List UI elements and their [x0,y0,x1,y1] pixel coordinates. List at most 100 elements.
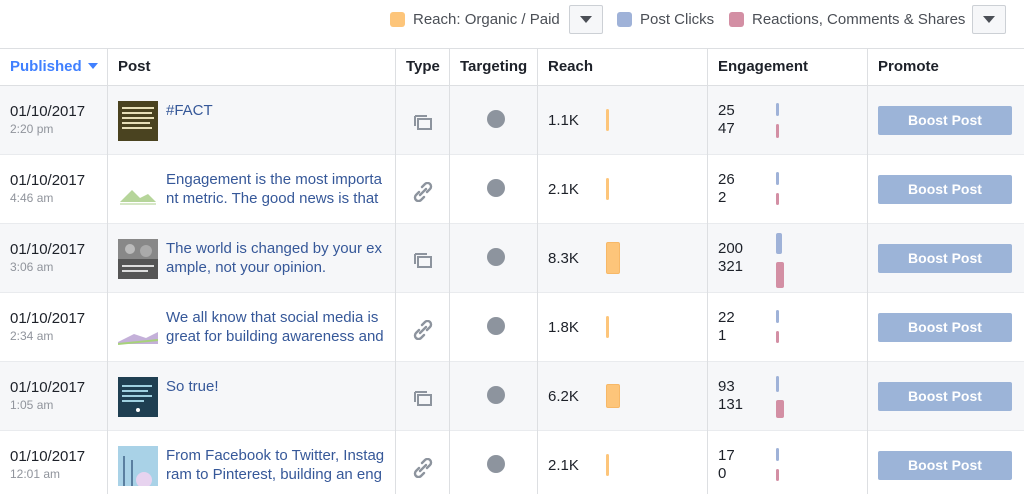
header-promote: Promote [868,49,1024,86]
post-thumbnail[interactable] [118,101,158,141]
post-text-link[interactable]: We all know that social media is great f… [166,309,384,345]
post-clicks-bar [776,103,779,116]
published-cell: 01/10/2017 2:20 pm [0,86,108,155]
reach-bar [606,178,609,200]
reach-bar [606,316,609,338]
legend-reach: Reach: Organic / Paid [390,10,560,28]
post-cell[interactable]: We all know that social media is great f… [108,293,396,362]
boost-post-button[interactable]: Boost Post [878,106,1012,135]
header-reach-label: Reach [548,58,594,75]
header-promote-label: Promote [878,58,939,75]
post-clicks-bar [776,233,782,254]
header-post[interactable]: Post [108,49,396,86]
reactions-bar [776,124,779,138]
promote-cell: Boost Post [868,224,1024,293]
boost-post-button[interactable]: Boost Post [878,451,1012,480]
header-reach[interactable]: Reach [538,49,708,86]
table-row: 01/10/2017 3:06 am The world is changed … [0,224,1024,293]
reach-value: 2.1K [548,181,579,198]
published-cell: 01/10/2017 12:01 am [0,431,108,494]
post-time: 12:01 am [10,467,61,481]
post-thumbnail[interactable] [118,446,158,488]
legend-reach-label: Reach: Organic / Paid [413,10,560,28]
reach-cell: 6.2K [538,362,708,431]
reach-cell: 1.8K [538,293,708,362]
published-cell: 01/10/2017 2:34 am [0,293,108,362]
reach-cell: 1.1K [538,86,708,155]
header-type-label: Type [406,58,440,75]
reach-metric-dropdown[interactable] [569,5,603,34]
legend-reactions: Reactions, Comments & Shares [729,10,965,28]
header-engagement-label: Engagement [718,58,809,75]
post-cell[interactable]: Engagement is the most important metric.… [108,155,396,224]
header-targeting-label: Targeting [460,58,528,75]
targeting-cell [450,155,538,224]
type-cell [396,224,450,293]
post-text-link[interactable]: The world is changed by your example, no… [166,240,382,276]
post-text-link[interactable]: #FACT [166,102,213,119]
globe-icon [487,179,505,197]
globe-icon [487,248,505,266]
table-row: 01/10/2017 12:01 am From Facebook to Twi… [0,431,1024,494]
chevron-down-icon [983,16,995,23]
link-icon [413,181,433,203]
reach-cell: 2.1K [538,431,708,494]
reach-bar [606,242,620,274]
post-cell[interactable]: From Facebook to Twitter, Instagram to P… [108,431,396,494]
promote-cell: Boost Post [868,293,1024,362]
reach-value: 6.2K [548,388,579,405]
type-cell [396,155,450,224]
engagement-metric-dropdown[interactable] [972,5,1006,34]
engagement-cell: 200 321 [708,224,868,293]
post-date: 01/10/2017 [10,103,86,120]
reactions-bar [776,400,784,418]
boost-post-button[interactable]: Boost Post [878,175,1012,204]
boost-post-button[interactable]: Boost Post [878,313,1012,342]
post-thumbnail[interactable] [118,377,158,417]
post-thumbnail[interactable] [117,308,159,348]
post-cell[interactable]: #FACT [108,86,396,155]
boost-post-button[interactable]: Boost Post [878,382,1012,411]
post-text-link[interactable]: From Facebook to Twitter, Instagram to P… [166,447,385,483]
header-targeting[interactable]: Targeting [450,49,538,86]
post-thumbnail[interactable] [118,170,158,210]
post-text-link[interactable]: So true! [166,378,219,395]
post-text-link[interactable]: Engagement is the most important metric.… [166,171,382,207]
header-engagement[interactable]: Engagement [708,49,868,86]
post-clicks-bar [776,172,779,185]
post-clicks-value: 26 [718,171,735,188]
reactions-value: 321 [718,258,744,275]
link-icon [413,457,433,479]
published-cell: 01/10/2017 1:05 am [0,362,108,431]
header-published[interactable]: Published [0,49,108,86]
status-icon [413,251,433,271]
engagement-cell: 22 1 [708,293,868,362]
post-thumbnail[interactable] [118,239,158,279]
post-time: 2:20 pm [10,122,54,136]
chevron-down-icon [580,16,592,23]
post-clicks-value: 200 [718,240,744,257]
post-time: 4:46 am [10,191,54,205]
boost-post-button[interactable]: Boost Post [878,244,1012,273]
status-icon [413,113,433,133]
engagement-cell: 17 0 [708,431,868,494]
reactions-swatch [729,11,744,27]
header-type[interactable]: Type [396,49,450,86]
targeting-cell [450,86,538,155]
reactions-value: 2 [718,189,727,206]
globe-icon [487,386,505,404]
reach-cell: 2.1K [538,155,708,224]
type-cell [396,293,450,362]
table-body: 01/10/2017 2:20 pm #FACT 1.1K 25 47 Boos… [0,86,1024,494]
table-row: 01/10/2017 1:05 am So true! 6.2K 93 131 … [0,362,1024,431]
reactions-value: 131 [718,396,744,413]
post-cell[interactable]: The world is changed by your example, no… [108,224,396,293]
post-date: 01/10/2017 [10,448,86,465]
post-time: 1:05 am [10,398,54,412]
post-date: 01/10/2017 [10,172,86,189]
reach-value: 1.8K [548,319,579,336]
status-icon [413,389,433,409]
post-cell[interactable]: So true! [108,362,396,431]
header-post-label: Post [118,58,151,75]
reactions-value: 1 [718,327,727,344]
